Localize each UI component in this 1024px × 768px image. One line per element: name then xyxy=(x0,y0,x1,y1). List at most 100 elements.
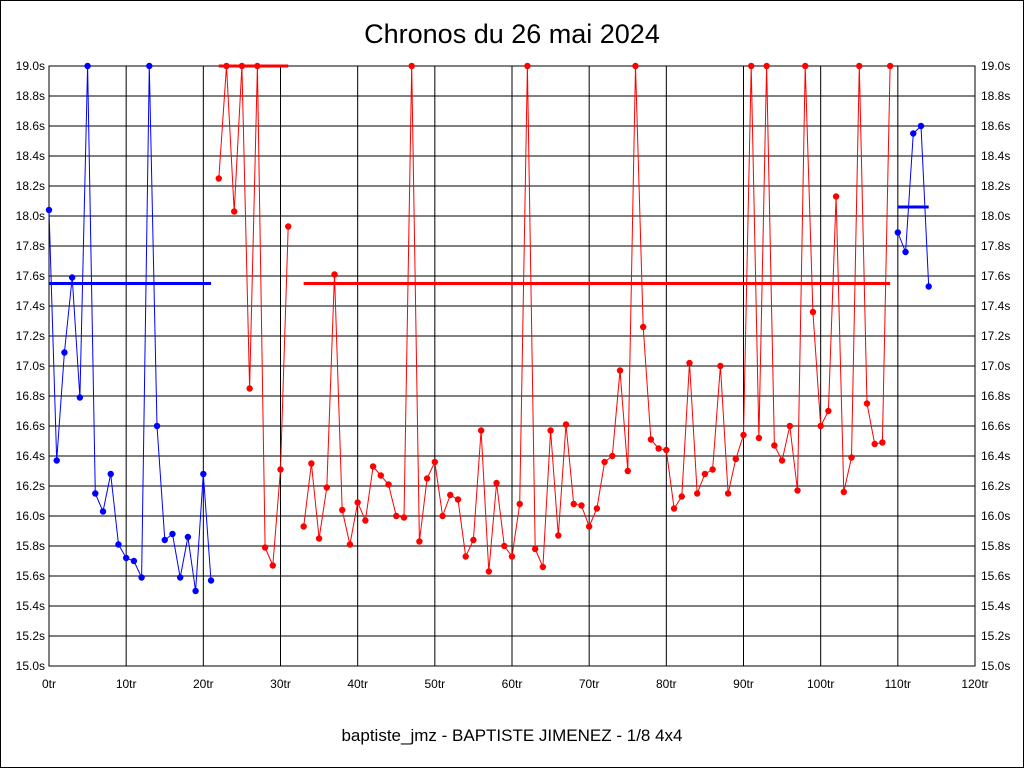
y-tick-label-right: 16.4s xyxy=(981,449,1010,463)
y-tick-label-right: 16.0s xyxy=(981,509,1010,523)
data-point xyxy=(231,208,238,215)
y-tick-label-right: 17.6s xyxy=(981,269,1010,283)
x-tick-label: 40tr xyxy=(347,677,368,691)
data-point xyxy=(454,496,462,503)
data-point xyxy=(122,554,130,562)
series-layer xyxy=(45,62,932,595)
series-session-3 xyxy=(300,62,894,575)
data-point xyxy=(339,506,346,514)
x-tick-label: 120tr xyxy=(961,677,988,691)
data-point xyxy=(848,454,855,461)
chart-subtitle: baptiste_jmz - BAPTISTE JIMENEZ - 1/8 4x… xyxy=(341,726,682,745)
y-tick-label-left: 15.6s xyxy=(16,569,45,583)
y-tick-label-right: 15.0s xyxy=(981,659,1010,673)
data-point xyxy=(107,470,114,478)
data-point xyxy=(686,359,693,367)
data-point xyxy=(447,491,454,499)
data-point xyxy=(169,530,176,538)
data-point xyxy=(794,487,801,494)
x-tick-label: 90tr xyxy=(733,677,754,691)
data-point xyxy=(670,505,678,512)
data-point xyxy=(277,466,284,473)
data-point xyxy=(362,517,369,524)
data-point xyxy=(323,484,330,491)
x-axis: 0tr 10tr 20tr 30tr 40tr 50tr 60tr 70tr 80tr 90tr 1… xyxy=(42,677,989,691)
y-tick-label-right: 15.6s xyxy=(981,569,1010,583)
data-point xyxy=(570,500,577,508)
series-session-4 xyxy=(894,122,932,290)
data-point xyxy=(354,499,361,506)
data-point xyxy=(369,463,377,470)
data-point xyxy=(763,62,770,70)
data-point xyxy=(192,587,199,595)
data-point xyxy=(377,472,385,479)
y-tick-label-left: 15.2s xyxy=(16,629,45,643)
y-tick-label-right: 18.2s xyxy=(981,179,1010,193)
y-tick-label-left: 18.6s xyxy=(16,119,45,133)
data-point xyxy=(717,362,724,370)
y-tick-label-right: 17.0s xyxy=(981,359,1010,373)
data-point xyxy=(678,493,685,500)
data-point xyxy=(61,349,68,356)
data-point xyxy=(663,446,670,454)
data-point xyxy=(408,62,415,70)
data-point xyxy=(516,500,523,508)
data-point xyxy=(477,427,485,434)
y-tick-label-left: 18.8s xyxy=(16,89,45,103)
data-point xyxy=(748,62,755,70)
data-point xyxy=(578,502,585,509)
y-tick-label-left: 17.8s xyxy=(16,239,45,253)
y-tick-label-left: 15.8s xyxy=(16,539,45,553)
y-tick-label-left: 17.4s xyxy=(16,299,45,313)
data-point xyxy=(416,538,423,545)
data-point xyxy=(539,563,547,571)
series-line xyxy=(218,65,289,566)
data-point xyxy=(200,470,207,478)
y-tick-label-right: 15.2s xyxy=(981,629,1010,643)
data-point xyxy=(393,512,400,520)
x-tick-label: 10tr xyxy=(116,677,137,691)
data-point xyxy=(130,557,138,565)
data-point xyxy=(331,271,338,278)
data-point xyxy=(400,514,408,521)
y-tick-label-left: 16.8s xyxy=(16,389,45,403)
y-tick-label-right: 16.8s xyxy=(981,389,1010,403)
data-point xyxy=(732,455,739,463)
data-point xyxy=(863,400,871,407)
data-point xyxy=(639,323,647,331)
data-point xyxy=(871,440,878,448)
y-axis-left: 15.0s 15.2s 15.4s 15.6s 15.8s 16.0s 16.2s 16.4s… xyxy=(16,59,45,673)
data-point xyxy=(45,206,53,214)
y-tick-label-left: 16.4s xyxy=(16,449,45,463)
data-point xyxy=(802,62,809,70)
data-point xyxy=(285,223,292,230)
y-tick-label-right: 18.0s xyxy=(981,209,1010,223)
data-point xyxy=(269,562,276,569)
data-point xyxy=(431,458,439,466)
y-tick-label-right: 18.4s xyxy=(981,149,1010,163)
y-tick-label-right: 15.8s xyxy=(981,539,1010,553)
data-point xyxy=(624,467,631,475)
x-tick-label: 30tr xyxy=(270,677,291,691)
data-point xyxy=(300,523,307,530)
y-tick-label-right: 16.2s xyxy=(981,479,1010,493)
data-point xyxy=(508,553,516,560)
data-point xyxy=(894,229,902,236)
y-tick-label-left: 19.0s xyxy=(16,59,45,73)
data-point xyxy=(809,308,817,316)
data-point xyxy=(632,62,639,70)
data-point xyxy=(601,458,608,466)
data-point xyxy=(76,394,84,401)
data-point xyxy=(886,62,894,70)
data-point xyxy=(755,434,763,442)
data-point xyxy=(647,436,655,443)
chart-title: Chronos du 26 mai 2024 xyxy=(364,19,660,49)
data-point xyxy=(146,62,153,70)
y-tick-label-right: 17.4s xyxy=(981,299,1010,313)
data-point xyxy=(53,457,60,464)
y-axis-right: 15.0s 15.2s 15.4s 15.6s 15.8s 16.0s 16.2s 16.4s… xyxy=(981,59,1010,673)
x-tick-label: 110tr xyxy=(885,677,911,691)
y-tick-label-right: 17.8s xyxy=(981,239,1010,253)
data-point xyxy=(655,445,662,452)
y-tick-label-right: 16.6s xyxy=(981,419,1010,433)
